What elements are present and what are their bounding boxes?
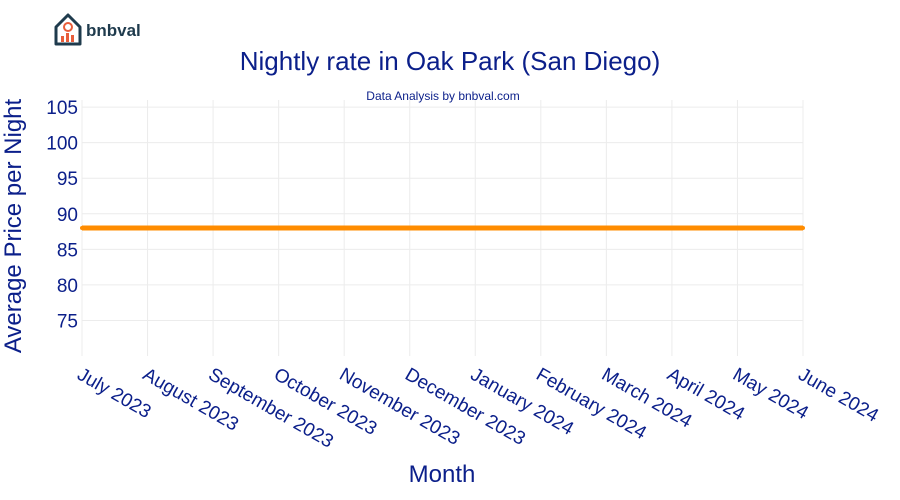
y-tick-label: 85 (57, 240, 78, 261)
chart-subtitle: Data Analysis by bnbval.com (366, 89, 519, 103)
brand-logo: bnbval (54, 13, 141, 46)
data-point (80, 226, 84, 230)
chart-title: Nightly rate in Oak Park (San Diego) (240, 46, 661, 76)
data-point (276, 226, 281, 230)
data-point (669, 226, 674, 230)
x-axis-title: Month (409, 461, 476, 488)
series-layer (80, 225, 805, 231)
y-axis-title: Average Price per Night (0, 98, 27, 353)
x-tick-label: June 2024 (795, 364, 883, 427)
y-tick-label: 95 (57, 169, 78, 190)
x-tick-label: February 2024 (532, 364, 650, 444)
y-axis-ticks: 75 80 85 90 95 100 105 (46, 98, 78, 332)
x-tick-label: July 2023 (74, 364, 155, 423)
data-point (211, 226, 216, 230)
data-point (342, 226, 347, 230)
y-tick-label: 90 (57, 205, 78, 226)
y-tick-label: 105 (46, 98, 78, 119)
data-point (735, 226, 740, 230)
y-tick-label: 100 (46, 134, 78, 155)
data-point (145, 226, 150, 230)
data-point (407, 226, 412, 230)
y-tick-label: 75 (57, 311, 78, 332)
data-point (604, 226, 609, 230)
house-icon (54, 13, 82, 46)
data-point (801, 226, 805, 230)
data-point (538, 226, 543, 230)
brand-name: bnbval (86, 21, 141, 40)
data-point (473, 226, 478, 230)
y-tick-label: 80 (57, 276, 78, 297)
